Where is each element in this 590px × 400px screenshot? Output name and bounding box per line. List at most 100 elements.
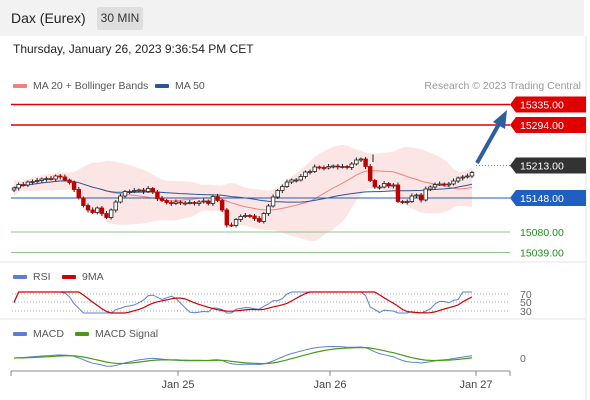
candle-body bbox=[187, 202, 192, 204]
candle-body bbox=[437, 183, 442, 186]
candle-body bbox=[465, 175, 470, 178]
candle-body bbox=[354, 159, 359, 165]
copyright-text: Research © 2023 Trading Central bbox=[424, 80, 581, 92]
candle-body bbox=[58, 175, 63, 178]
candle-body bbox=[358, 158, 364, 161]
legend-ma50: MA 50 bbox=[155, 80, 205, 92]
level-label-15039.00: 15039.00 bbox=[520, 248, 564, 260]
candle-body bbox=[294, 179, 299, 182]
candle-body bbox=[16, 184, 21, 189]
candle-body bbox=[210, 196, 216, 204]
bollinger-band-fill bbox=[14, 144, 472, 242]
macd-zero-label: 0 bbox=[520, 353, 526, 365]
level-badge-15294.00 bbox=[510, 117, 586, 133]
macd-label: MACD bbox=[33, 328, 64, 340]
legend-macd-signal: MACD Signal bbox=[75, 328, 158, 340]
candle-body bbox=[340, 166, 345, 168]
legend-macd: MACD bbox=[13, 328, 64, 340]
candle-body bbox=[196, 201, 202, 204]
candle-body bbox=[377, 186, 382, 189]
candle-body bbox=[349, 163, 354, 168]
candle-body bbox=[233, 219, 239, 226]
rsi-label-70: 70 bbox=[520, 289, 532, 301]
bollinger-bands bbox=[14, 144, 472, 242]
candle-body bbox=[67, 179, 72, 183]
candle-body bbox=[303, 171, 308, 177]
candle-body bbox=[113, 201, 118, 211]
candle-body bbox=[164, 200, 169, 203]
candle-body bbox=[395, 184, 401, 202]
candle-body bbox=[247, 215, 253, 217]
candle-body bbox=[460, 176, 465, 179]
candle-body bbox=[25, 181, 31, 186]
candle-body bbox=[363, 158, 368, 167]
candle-body bbox=[307, 171, 313, 173]
macd-line bbox=[13, 345, 473, 367]
rsi-ma-label: 9MA bbox=[82, 271, 104, 283]
candle-body bbox=[252, 215, 257, 219]
rsi-ma-line bbox=[13, 291, 473, 314]
candle-body bbox=[405, 201, 410, 203]
timeframe-button[interactable]: 30 MIN bbox=[97, 7, 143, 30]
candle-body bbox=[99, 207, 105, 214]
candle-body bbox=[256, 218, 262, 222]
candle-body bbox=[321, 167, 327, 169]
candle-body bbox=[428, 186, 433, 190]
candle-body bbox=[95, 207, 100, 213]
candle-body bbox=[335, 165, 341, 168]
candle-body bbox=[136, 189, 142, 192]
candle-body bbox=[317, 166, 322, 169]
level-label-15213.00: 15213.00 bbox=[520, 161, 564, 173]
candle-body bbox=[368, 166, 373, 181]
candle-body bbox=[145, 188, 151, 192]
ma20-swatch bbox=[13, 84, 27, 89]
candle-body bbox=[414, 194, 419, 197]
candle-body bbox=[409, 195, 415, 202]
candle-body bbox=[206, 200, 211, 204]
candle-body bbox=[344, 166, 350, 168]
candle-body bbox=[432, 184, 438, 188]
legend-rsi: RSI bbox=[13, 271, 51, 283]
macd-panel: 0 bbox=[13, 345, 526, 367]
macd-signal-label: MACD Signal bbox=[95, 328, 159, 340]
candle-body bbox=[423, 188, 428, 201]
rsi-line bbox=[13, 291, 472, 314]
candle-body bbox=[418, 194, 424, 201]
candle-body bbox=[127, 191, 132, 193]
candle-body bbox=[53, 175, 58, 180]
candle-body bbox=[381, 183, 387, 188]
legend-ma20: MA 20 + Bollinger Bands bbox=[13, 80, 148, 92]
candle-body bbox=[469, 172, 475, 177]
timestamp: Thursday, January 26, 2023 9:36:54 PM CE… bbox=[13, 42, 254, 56]
candle-body bbox=[141, 189, 146, 192]
candle-body bbox=[85, 205, 91, 211]
chart-header: Dax (Eurex) 30 MIN bbox=[0, 0, 584, 36]
candle-body bbox=[446, 183, 452, 186]
ma20-label: MA 20 + Bollinger Bands bbox=[33, 80, 149, 92]
candle-body bbox=[386, 183, 391, 187]
rsi-ma-swatch bbox=[62, 275, 76, 280]
candle-body bbox=[90, 209, 95, 213]
candle-body bbox=[243, 215, 248, 217]
x-tick-label-jan26: Jan 26 bbox=[313, 379, 346, 391]
candle-body bbox=[229, 224, 234, 227]
candle-body bbox=[442, 183, 447, 186]
candle-body bbox=[266, 205, 271, 214]
candle-body bbox=[108, 209, 114, 218]
level-badge-15335.00 bbox=[510, 96, 586, 113]
candle-body bbox=[238, 216, 243, 220]
candle-body bbox=[331, 165, 336, 168]
instrument-title: Dax (Eurex) bbox=[11, 10, 86, 26]
x-tick-label-jan27: Jan 27 bbox=[459, 379, 492, 391]
candle-body bbox=[81, 197, 86, 206]
level-label-15148.00: 15148.00 bbox=[520, 193, 564, 205]
level-badge-15213.00 bbox=[510, 157, 586, 174]
candle-body bbox=[104, 213, 109, 218]
candle-body bbox=[30, 181, 35, 183]
forecast-arrow-head bbox=[493, 110, 507, 129]
level-badge-15148.00 bbox=[510, 190, 586, 206]
candle-body bbox=[192, 202, 197, 204]
candle-body bbox=[178, 201, 183, 204]
candle-body bbox=[173, 201, 179, 204]
